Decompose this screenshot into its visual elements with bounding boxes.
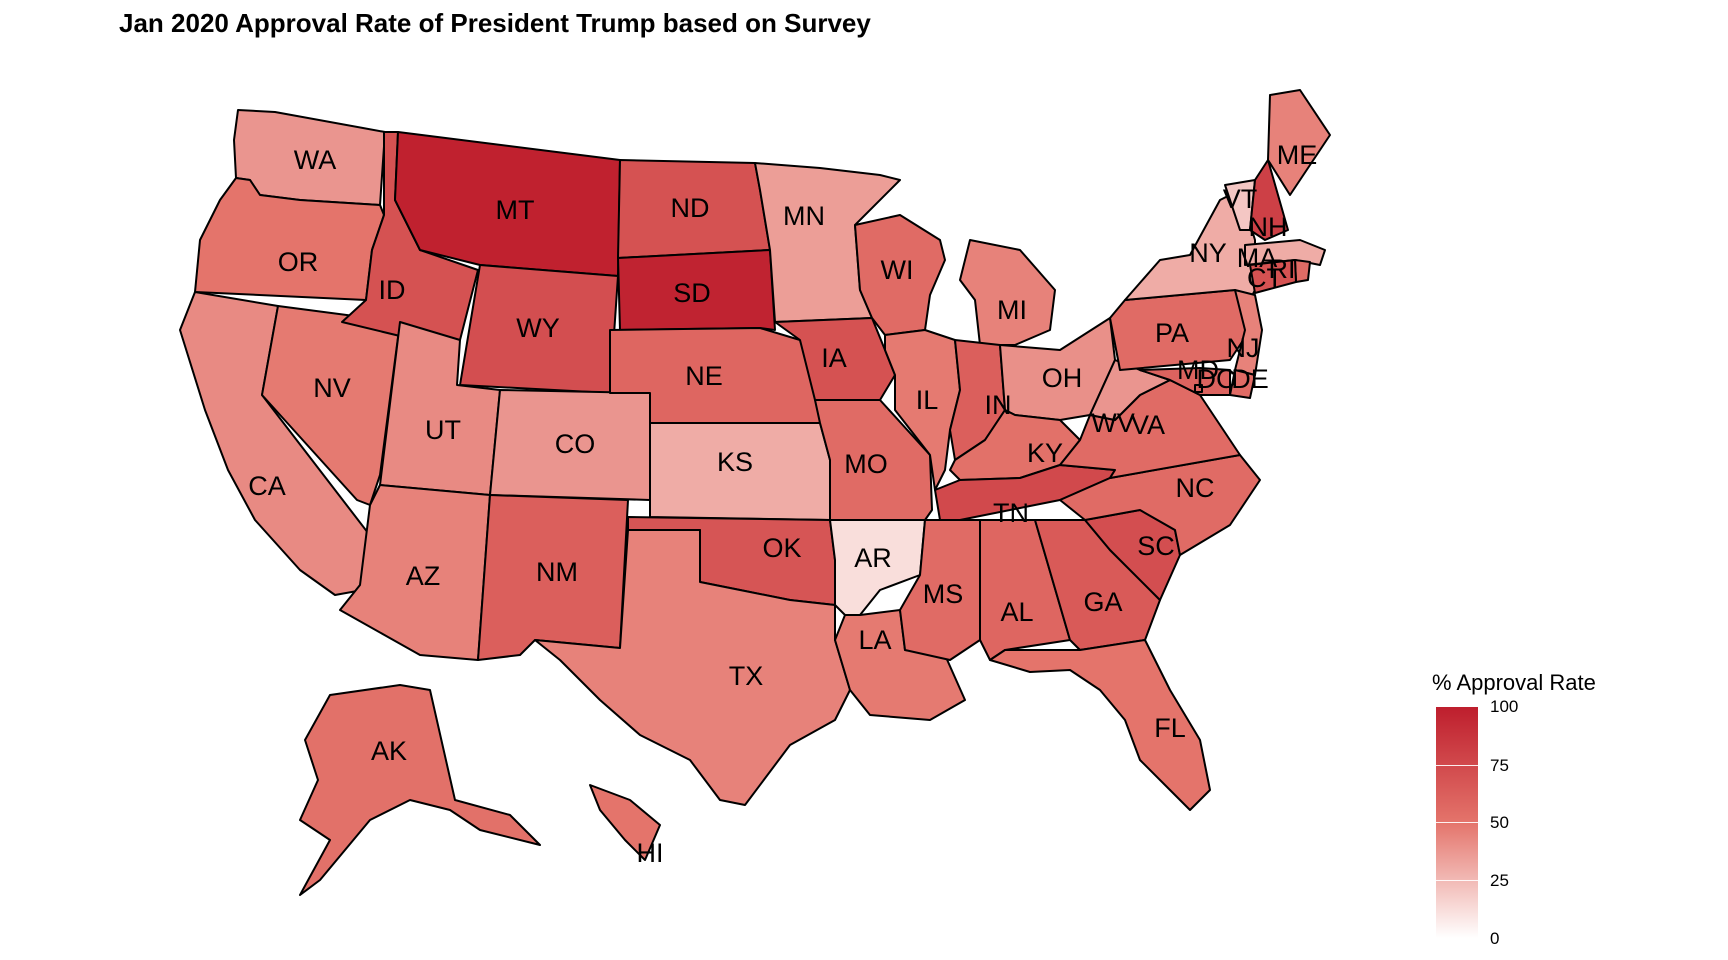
state-label-tx: TX xyxy=(729,661,764,691)
legend-tick-75: 75 xyxy=(1490,756,1509,775)
state-label-nc: NC xyxy=(1176,473,1215,503)
state-ia xyxy=(774,317,896,401)
map-title: Jan 2020 Approval Rate of President Trum… xyxy=(119,8,871,38)
state-label-al: AL xyxy=(1000,597,1033,627)
state-tx xyxy=(534,529,851,806)
state-label-nh: NH xyxy=(1249,212,1288,242)
state-label-id: ID xyxy=(379,275,406,305)
state-label-ar: AR xyxy=(854,543,892,573)
state-label-vt: VT xyxy=(1223,184,1258,214)
labels-layer: WA OR CA NV ID MT WY UT AZ CO NM ND SD NE KS OK TX MN IA MO… xyxy=(248,140,1317,868)
state-label-md: MD xyxy=(1177,355,1219,385)
state-label-oh: OH xyxy=(1042,363,1083,393)
state-label-ny: NY xyxy=(1189,238,1227,268)
state-label-pa: PA xyxy=(1155,318,1189,348)
state-label-wy: WY xyxy=(516,313,560,343)
legend-tickmark xyxy=(1436,880,1478,881)
state-me xyxy=(1267,89,1331,196)
state-label-or: OR xyxy=(278,247,319,277)
state-label-wv: WV xyxy=(1091,408,1135,438)
state-sd xyxy=(617,249,776,331)
state-label-ut: UT xyxy=(425,415,461,445)
state-label-ne: NE xyxy=(685,361,723,391)
state-label-ma: MA xyxy=(1237,243,1278,273)
state-label-de: DE xyxy=(1231,364,1269,394)
state-label-la: LA xyxy=(858,625,891,655)
state-label-ct: CT xyxy=(1247,263,1283,293)
state-label-ok: OK xyxy=(762,533,801,563)
state-nh xyxy=(1249,159,1289,241)
state-hi xyxy=(589,784,661,861)
state-label-az: AZ xyxy=(406,561,441,591)
state-label-nj: NJ xyxy=(1227,333,1260,363)
state-wi xyxy=(854,214,946,336)
state-ak xyxy=(299,684,541,896)
state-de xyxy=(1229,369,1256,399)
state-label-ky: KY xyxy=(1027,438,1063,468)
state-label-nm: NM xyxy=(536,557,578,587)
state-label-ca: CA xyxy=(248,471,286,501)
state-label-nd: ND xyxy=(671,193,710,223)
state-label-in: IN xyxy=(985,390,1012,420)
state-label-nv: NV xyxy=(313,373,351,403)
legend-tickmark xyxy=(1436,765,1478,766)
state-label-ak: AK xyxy=(371,736,407,766)
state-ct xyxy=(1249,259,1297,294)
state-label-mn: MN xyxy=(783,201,825,231)
legend-tickmark xyxy=(1436,822,1478,823)
state-label-mt: MT xyxy=(496,195,535,225)
state-label-wa: WA xyxy=(294,145,337,175)
state-label-tn: TN xyxy=(993,498,1029,528)
states-layer xyxy=(179,89,1331,896)
state-ma xyxy=(1244,239,1326,266)
state-label-ms: MS xyxy=(923,579,964,609)
state-label-wi: WI xyxy=(881,255,914,285)
state-ms xyxy=(899,519,981,661)
state-label-co: CO xyxy=(555,429,596,459)
legend-tick-100: 100 xyxy=(1490,697,1519,716)
state-fl xyxy=(989,639,1211,811)
state-label-fl: FL xyxy=(1154,713,1186,743)
state-label-me: ME xyxy=(1277,140,1318,170)
state-label-sd: SD xyxy=(673,278,711,308)
state-label-dc: DC xyxy=(1197,364,1236,394)
legend-tick-0: 0 xyxy=(1490,929,1500,948)
state-la xyxy=(834,609,966,721)
state-label-ia: IA xyxy=(821,343,847,373)
state-label-hi: HI xyxy=(637,838,664,868)
state-mi xyxy=(959,239,1056,346)
state-ri xyxy=(1294,259,1311,283)
state-md xyxy=(1139,367,1231,396)
legend-title: % Approval Rate xyxy=(1432,670,1596,695)
state-label-il: IL xyxy=(916,385,939,415)
state-label-va: VA xyxy=(1131,410,1165,440)
state-dc xyxy=(1194,384,1203,393)
state-label-ks: KS xyxy=(717,447,753,477)
state-il xyxy=(884,329,961,491)
state-label-mi: MI xyxy=(997,295,1027,325)
legend-tick-50: 50 xyxy=(1490,813,1509,832)
legend-tick-25: 25 xyxy=(1490,871,1509,890)
state-label-ga: GA xyxy=(1083,587,1122,617)
state-label-ri: RI xyxy=(1269,254,1296,284)
state-label-mo: MO xyxy=(844,449,888,479)
state-label-sc: SC xyxy=(1137,531,1175,561)
